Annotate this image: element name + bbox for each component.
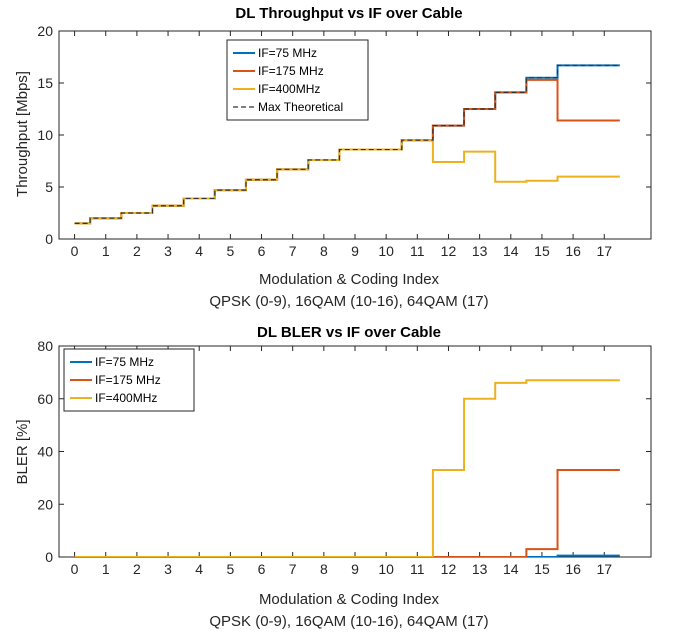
x-axis-label: Modulation & Coding Index — [259, 591, 440, 608]
x-tick-label: 3 — [164, 243, 172, 259]
x-axis-label-secondary: QPSK (0-9), 16QAM (10-16), 64QAM (17) — [209, 613, 488, 630]
x-tick-label: 8 — [320, 243, 328, 259]
x-tick-label: 13 — [472, 243, 488, 259]
y-tick-label: 0 — [45, 549, 53, 565]
x-tick-label: 4 — [195, 561, 203, 577]
legend: IF=75 MHz IF=175 MHz IF=400MHz Max Theoreti… — [226, 39, 369, 121]
plot-area: 0 1 2 3 4 5 6 7 8 9 10 11 12 13 14 15 16 17020406080IF=75… — [37, 338, 652, 577]
y-tick-label: 60 — [37, 391, 53, 407]
x-tick-label: 2 — [133, 243, 141, 259]
chart-bler: DL BLER vs IF over Cable BLER [%] Modula… — [14, 324, 652, 630]
x-tick-label: 5 — [226, 243, 234, 259]
x-tick-label: 14 — [503, 561, 519, 577]
legend-label: IF=175 MHz — [95, 373, 161, 387]
x-tick-label: 1 — [102, 243, 110, 259]
legend-label: IF=400MHz — [95, 391, 157, 405]
y-tick-label: 40 — [37, 444, 53, 460]
chart-throughput: DL Throughput vs IF over Cable Throughpu… — [14, 5, 652, 310]
x-tick-label: 15 — [534, 561, 550, 577]
x-tick-label: 4 — [195, 243, 203, 259]
x-tick-label: 6 — [258, 243, 266, 259]
y-tick-label: 10 — [37, 127, 53, 143]
x-tick-label: 1 — [102, 561, 110, 577]
x-tick-label: 13 — [472, 561, 488, 577]
x-tick-label: 6 — [258, 561, 266, 577]
legend-label: IF=400MHz — [258, 82, 320, 96]
x-tick-label: 7 — [289, 561, 297, 577]
x-tick-label: 3 — [164, 561, 172, 577]
y-axis-label: Throughput [Mbps] — [14, 71, 31, 197]
series-line — [74, 64, 620, 224]
x-tick-label: 15 — [534, 243, 550, 259]
legend-label: Max Theoretical — [258, 100, 343, 114]
x-tick-label: 12 — [441, 243, 457, 259]
plot-area: 0 1 2 3 4 5 6 7 8 9 10 11 12 13 14 15 16 1705101520IF=75 … — [37, 23, 652, 259]
x-tick-label: 8 — [320, 561, 328, 577]
legend: IF=75 MHz IF=175 MHz IF=400MHz — [63, 348, 195, 412]
legend-label: IF=75 MHz — [95, 355, 154, 369]
x-tick-label: 0 — [71, 243, 79, 259]
x-tick-label: 10 — [378, 561, 394, 577]
y-tick-label: 0 — [45, 231, 53, 247]
x-tick-label: 11 — [410, 243, 425, 259]
x-tick-label: 16 — [565, 561, 581, 577]
x-tick-label: 7 — [289, 243, 297, 259]
x-axis-label-secondary: QPSK (0-9), 16QAM (10-16), 64QAM (17) — [209, 293, 488, 310]
y-tick-label: 20 — [37, 23, 53, 39]
chart-title: DL BLER vs IF over Cable — [257, 324, 441, 341]
x-axis-label: Modulation & Coding Index — [259, 271, 440, 288]
y-tick-label: 15 — [37, 75, 53, 91]
x-tick-label: 17 — [596, 243, 612, 259]
y-tick-label: 5 — [45, 179, 53, 195]
chart-title: DL Throughput vs IF over Cable — [235, 5, 462, 22]
x-tick-label: 17 — [596, 561, 612, 577]
x-tick-label: 0 — [71, 561, 79, 577]
x-tick-label: 5 — [226, 561, 234, 577]
legend-label: IF=175 MHz — [258, 64, 324, 78]
x-tick-label: 12 — [441, 561, 457, 577]
y-tick-label: 80 — [37, 338, 53, 354]
x-tick-label: 11 — [410, 561, 425, 577]
series-line — [74, 468, 620, 557]
x-tick-label: 2 — [133, 561, 141, 577]
x-tick-label: 16 — [565, 243, 581, 259]
legend-label: IF=75 MHz — [258, 46, 317, 60]
x-tick-label: 10 — [378, 243, 394, 259]
x-tick-label: 9 — [351, 243, 359, 259]
y-tick-label: 20 — [37, 496, 53, 512]
series-line — [74, 379, 620, 557]
x-tick-label: 14 — [503, 243, 519, 259]
x-tick-label: 9 — [351, 561, 359, 577]
y-axis-label: BLER [%] — [14, 419, 31, 484]
